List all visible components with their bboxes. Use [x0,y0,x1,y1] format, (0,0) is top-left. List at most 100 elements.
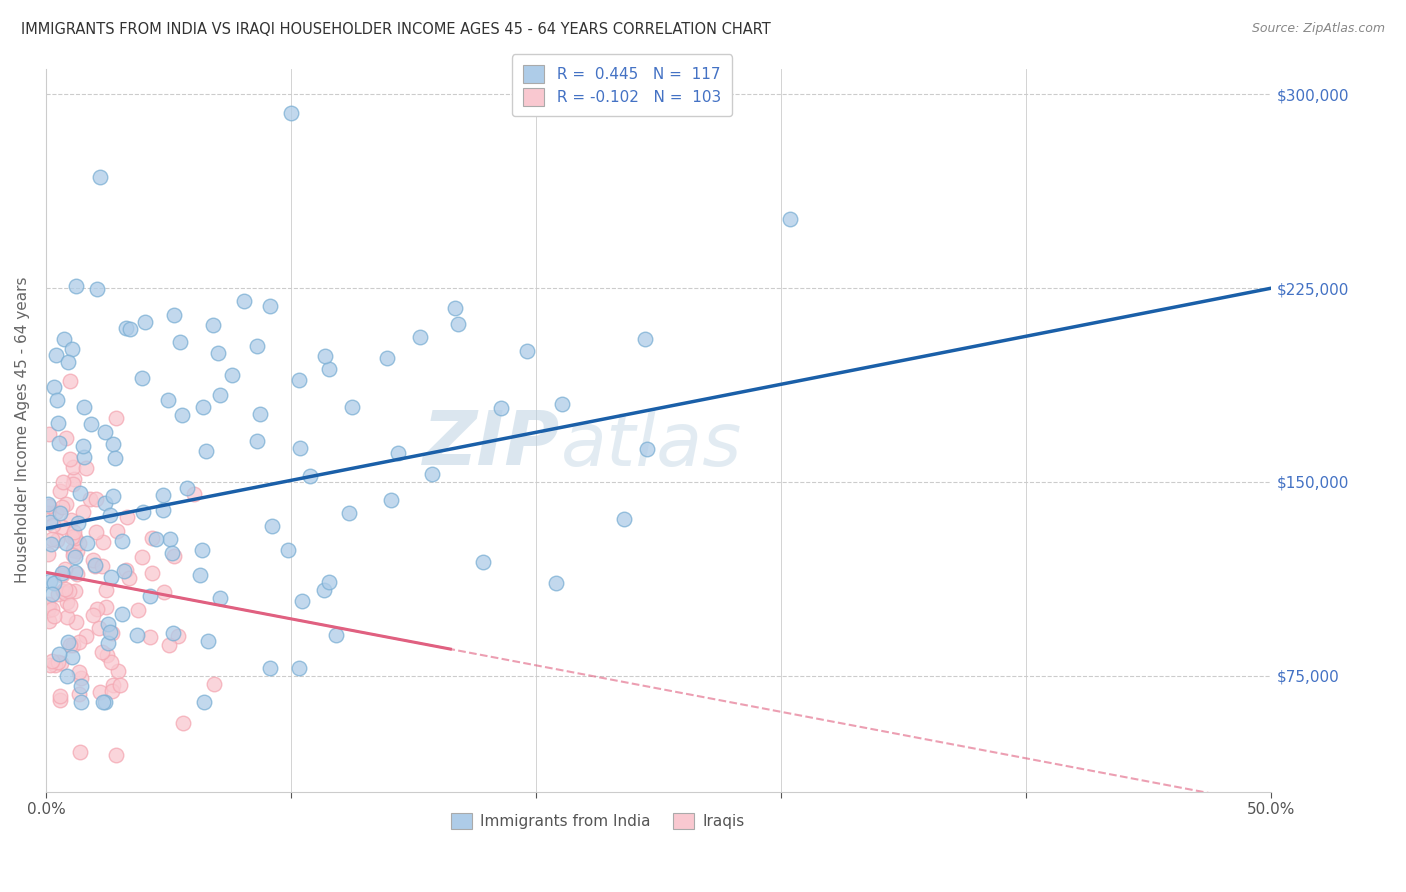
Point [70,671,93,685]
Point [45,348,67,362]
Point [125,628,148,642]
Point [84,524,107,539]
Point [59,452,82,467]
Point [58,584,80,599]
Point [342,401,364,415]
Point [53,562,76,576]
Point [169,335,191,350]
Point [288,442,311,456]
Point [63,583,86,598]
Point [551,396,574,410]
Point [49,689,72,703]
Point [62,548,84,562]
Point [111,607,134,622]
Point [139,590,162,604]
Point [104,450,127,465]
Point [46,587,69,601]
Text: atlas: atlas [561,409,742,481]
Point [44,576,66,591]
Point [159,639,181,653]
Point [90,558,112,573]
Point [55,536,77,550]
Point [191,401,214,415]
Point [131,371,153,385]
Point [108,678,131,692]
Point [105,411,128,425]
Point [115,563,138,577]
Point [153,585,176,599]
Point [63,524,86,539]
Point [259,661,281,675]
Point [38,574,60,588]
Point [55,497,77,511]
Point [67,635,90,649]
Point [91,645,114,659]
Point [56,354,79,368]
Point [516,343,538,358]
Point [232,293,254,308]
Point [634,332,657,346]
Point [60,342,83,356]
Point [103,437,125,451]
Point [37,498,59,512]
Point [38,427,60,442]
Point [76,535,98,549]
Point [63,550,86,565]
Point [131,549,153,564]
Point [37,598,59,612]
Point [37,603,59,617]
Point [160,546,183,560]
Point [93,425,115,440]
Point [55,431,77,445]
Point [447,317,470,331]
Point [51,568,73,582]
Point [55,610,77,624]
Point [45,505,67,519]
Point [195,444,218,458]
Point [38,499,60,513]
Point [277,543,299,558]
Point [491,401,513,415]
Point [41,654,63,668]
Point [132,505,155,519]
Point [139,630,162,644]
Point [52,332,75,346]
Point [82,608,104,623]
Point [97,616,120,631]
Point [115,321,138,335]
Point [409,330,432,344]
Point [288,661,311,675]
Point [422,467,444,482]
Point [375,351,398,365]
Point [62,638,84,652]
Point [105,524,128,538]
Point [245,339,267,353]
Point [318,574,340,589]
Point [613,512,636,526]
Point [176,481,198,495]
Point [45,533,67,547]
Point [249,407,271,421]
Point [62,459,84,474]
Point [60,530,83,544]
Point [39,515,62,529]
Point [41,602,63,616]
Point [39,657,62,672]
Point [66,566,89,581]
Point [83,558,105,573]
Point [779,212,801,227]
Point [73,400,96,414]
Point [63,529,86,543]
Point [87,621,110,635]
Point [37,507,59,521]
Point [115,510,138,524]
Point [86,602,108,616]
Point [202,677,225,691]
Point [107,665,129,679]
Point [163,549,186,564]
Point [42,609,65,624]
Point [100,683,122,698]
Point [41,537,63,551]
Point [193,694,215,708]
Point [170,408,193,422]
